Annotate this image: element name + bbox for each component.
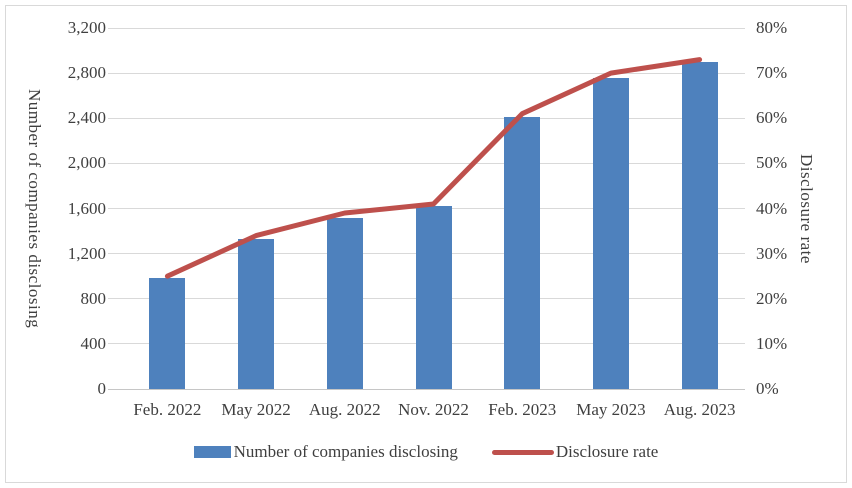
left-axis-tick: 800 xyxy=(80,288,107,308)
left-axis-tick: 1,200 xyxy=(67,243,106,263)
left-axis-tick: 3,200 xyxy=(67,18,106,37)
bar-feb-2023 xyxy=(504,117,541,389)
legend-item: Number of companies disclosing xyxy=(193,442,458,462)
left-axis-tick: 0 xyxy=(97,379,107,398)
left-axis-tick: 2,000 xyxy=(67,153,106,173)
right-axis-tick: 50% xyxy=(756,153,788,173)
legend: Number of companies disclosing Disclosure… xyxy=(0,441,852,463)
x-axis-label: Feb. 2023 xyxy=(488,400,557,419)
bar-may-2023 xyxy=(592,77,629,389)
legend-item: Disclosure rate xyxy=(491,442,659,462)
right-axis-tick: 10% xyxy=(756,333,788,353)
left-axis-tick: 2,800 xyxy=(67,63,106,83)
right-axis-tick: 70% xyxy=(756,63,788,83)
left-axis-tick: 2,400 xyxy=(67,108,106,128)
legend-label: Number of companies disclosing xyxy=(233,442,458,461)
right-axis-tick: 40% xyxy=(756,198,788,218)
right-axis-tick: 0% xyxy=(756,379,779,398)
bar-feb-2022 xyxy=(149,278,186,389)
legend-label: Disclosure rate xyxy=(555,442,659,461)
x-axis-label: May 2023 xyxy=(576,400,646,419)
gridline xyxy=(108,117,745,119)
legend-bar-swatch xyxy=(193,446,231,458)
bar-aug-2022 xyxy=(326,217,363,389)
right-axis-tick: 80% xyxy=(756,18,788,37)
x-axis-line xyxy=(108,388,745,390)
bar-nov-2022 xyxy=(415,206,452,389)
left-axis-title: Number of companies disclosing xyxy=(25,88,44,329)
gridline xyxy=(108,72,745,74)
gridline xyxy=(108,162,745,164)
x-axis-label: Feb. 2022 xyxy=(133,400,202,419)
left-axis-tick: 400 xyxy=(80,333,107,353)
bar-aug-2023 xyxy=(681,61,718,389)
right-axis-tick: 60% xyxy=(756,108,788,128)
x-axis-label: Aug. 2022 xyxy=(308,400,381,419)
x-axis-label: Aug. 2023 xyxy=(663,400,736,419)
legend-line-swatch xyxy=(491,449,554,455)
right-axis-tick: 30% xyxy=(756,243,788,263)
right-axis-title: Disclosure rate xyxy=(797,153,816,264)
left-axis-tick: 1,600 xyxy=(67,198,106,218)
x-axis-label: May 2022 xyxy=(221,400,291,419)
bar-may-2022 xyxy=(238,238,275,389)
gridline xyxy=(108,27,745,29)
x-axis-label: Nov. 2022 xyxy=(398,400,469,419)
right-axis-tick: 20% xyxy=(756,288,788,308)
